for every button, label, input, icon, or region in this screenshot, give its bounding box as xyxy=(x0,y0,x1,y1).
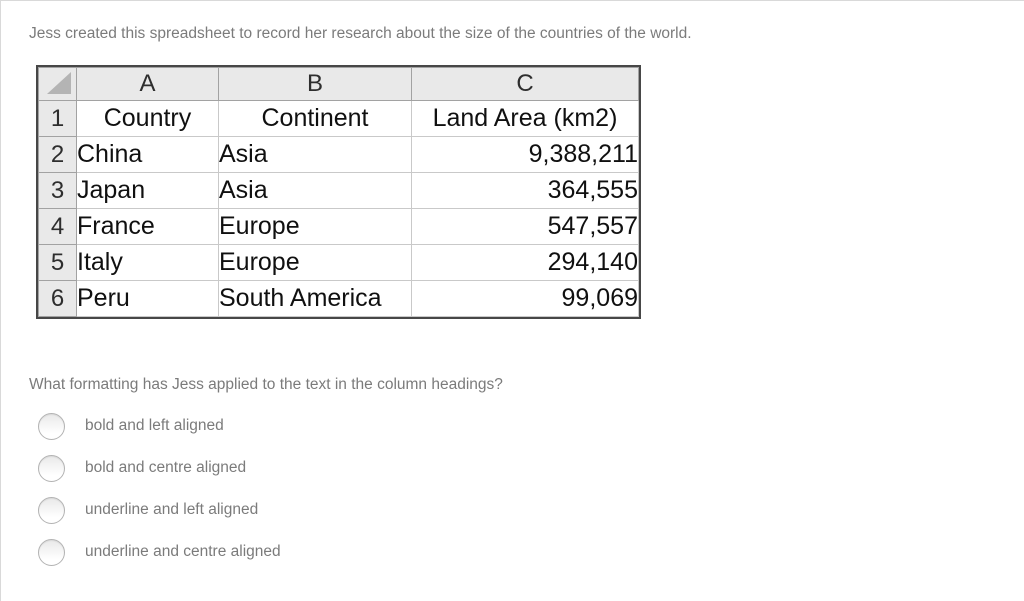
column-letters-row: A B C xyxy=(38,67,639,101)
option-label: bold and centre aligned xyxy=(85,459,247,476)
spreadsheet-border: A B C 1 Country Continent Land Area (km2… xyxy=(36,65,641,319)
intro-text: Jess created this spreadsheet to record … xyxy=(29,25,692,42)
cell-country: France xyxy=(76,208,219,245)
answer-option-underline-left[interactable]: underline and left aligned xyxy=(38,489,1024,531)
radio-button-icon[interactable] xyxy=(38,412,65,440)
answer-option-underline-centre[interactable]: underline and centre aligned xyxy=(38,531,1024,573)
cell-country-heading: Country xyxy=(76,100,219,137)
cell-landarea-heading: Land Area (km2) xyxy=(411,100,639,137)
row-number: 2 xyxy=(38,136,77,173)
column-header-b: B xyxy=(218,67,412,101)
radio-button-icon[interactable] xyxy=(38,538,65,566)
cell-country: China xyxy=(76,136,219,173)
row-number: 4 xyxy=(38,208,77,245)
cell-continent-heading: Continent xyxy=(218,100,412,137)
table-row: 4 France Europe 547,557 xyxy=(38,208,639,245)
cell-continent: Europe xyxy=(218,244,412,281)
cell-continent: Asia xyxy=(218,172,412,209)
column-header-c: C xyxy=(411,67,639,101)
column-header-a: A xyxy=(76,67,219,101)
answer-option-bold-centre[interactable]: bold and centre aligned xyxy=(38,447,1024,489)
radio-button-icon[interactable] xyxy=(38,454,65,482)
select-all-cell xyxy=(38,67,77,101)
table-row: 3 Japan Asia 364,555 xyxy=(38,172,639,209)
cell-country: Italy xyxy=(76,244,219,281)
row-number: 1 xyxy=(38,100,77,137)
radio-button-icon[interactable] xyxy=(38,496,65,524)
answer-option-bold-left[interactable]: bold and left aligned xyxy=(38,405,1024,447)
table-row: 5 Italy Europe 294,140 xyxy=(38,244,639,281)
cell-area: 294,140 xyxy=(411,244,639,281)
table-row: 2 China Asia 9,388,211 xyxy=(38,136,639,173)
cell-country: Peru xyxy=(76,280,219,317)
spreadsheet-image: A B C 1 Country Continent Land Area (km2… xyxy=(36,65,1024,324)
cell-country: Japan xyxy=(76,172,219,209)
option-label: bold and left aligned xyxy=(85,417,224,434)
cell-area: 547,557 xyxy=(411,208,639,245)
spreadsheet-table: A B C 1 Country Continent Land Area (km2… xyxy=(38,67,639,317)
cell-area: 9,388,211 xyxy=(411,136,639,173)
answer-options: bold and left aligned bold and centre al… xyxy=(38,405,1024,573)
cell-continent: South America xyxy=(218,280,412,317)
cell-continent: Europe xyxy=(218,208,412,245)
row-number: 3 xyxy=(38,172,77,209)
row-number: 5 xyxy=(38,244,77,281)
cell-continent: Asia xyxy=(218,136,412,173)
select-all-triangle-icon xyxy=(47,72,71,94)
cell-area: 364,555 xyxy=(411,172,639,209)
option-label: underline and centre aligned xyxy=(85,543,281,560)
table-row: 6 Peru South America 99,069 xyxy=(38,280,639,317)
cell-area: 99,069 xyxy=(411,280,639,317)
option-label: underline and left aligned xyxy=(85,501,259,518)
quiz-page: Jess created this spreadsheet to record … xyxy=(1,24,1024,573)
question-text: What formatting has Jess applied to the … xyxy=(29,376,503,393)
table-row-headings: 1 Country Continent Land Area (km2) xyxy=(38,100,639,137)
row-number: 6 xyxy=(38,280,77,317)
